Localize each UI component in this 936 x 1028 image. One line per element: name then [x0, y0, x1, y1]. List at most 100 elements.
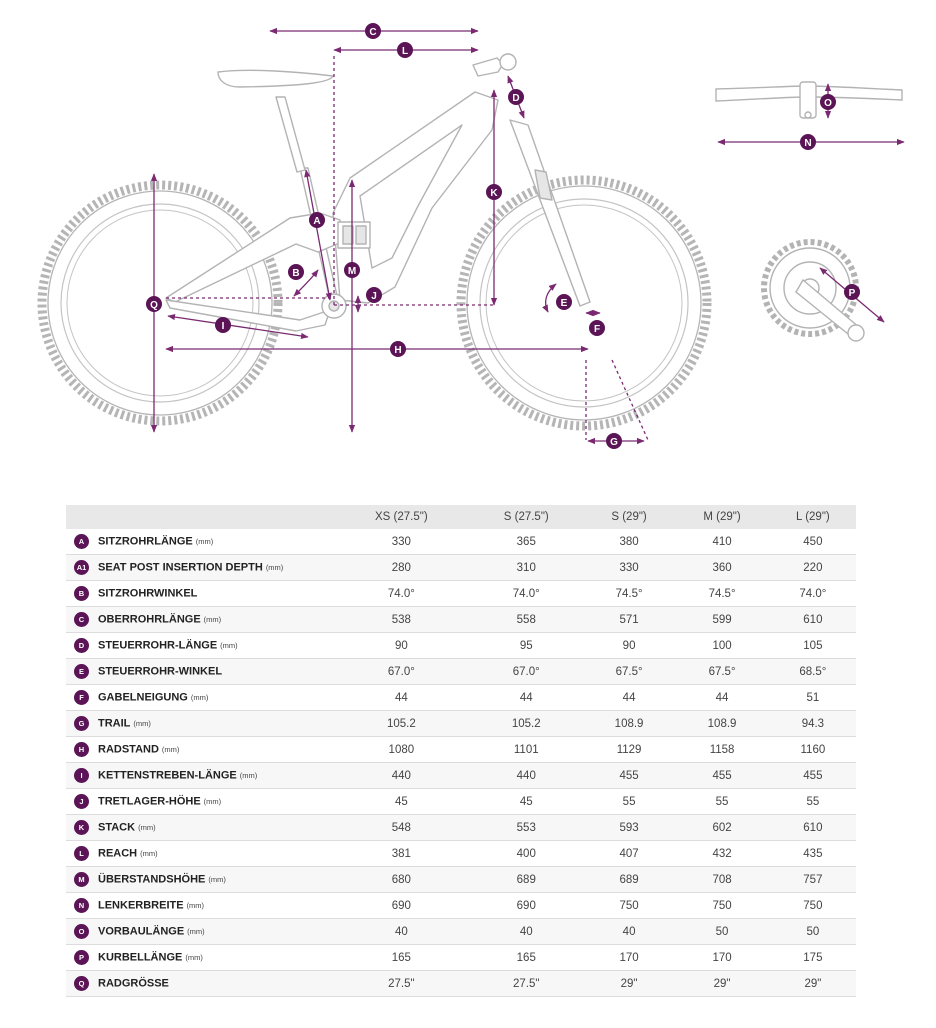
handlebar-top-view: [715, 81, 903, 119]
svg-text:C: C: [369, 27, 376, 38]
measurement-code-badge: O: [74, 924, 89, 939]
value-cell: 51: [769, 684, 856, 711]
value-cell: 432: [674, 840, 770, 867]
measurement-name: RADSTAND: [98, 743, 159, 756]
row-label-cell: Q RADGRÖSSE: [66, 970, 334, 997]
value-cell: 1158: [674, 736, 770, 763]
value-cell: 165: [468, 944, 584, 971]
value-cell: 55: [674, 788, 770, 815]
value-cell: 165: [334, 944, 469, 971]
measurement-name: ÜBERSTANDSHÖHE: [98, 873, 206, 886]
marker-i: I: [215, 317, 231, 333]
measurement-code-badge: M: [74, 872, 89, 887]
value-cell: 690: [334, 892, 469, 919]
row-label-cell: F GABELNEIGUNG (mm): [66, 684, 334, 711]
measurement-code-badge: D: [74, 638, 89, 653]
value-cell: 310: [468, 554, 584, 581]
measurement-name: TRAIL: [98, 717, 131, 730]
table-row: E STEUERROHR-WINKEL 67.0° 67.0° 67.5° 67.5° 68…: [66, 658, 856, 685]
measurement-name: KURBELLÄNGE: [98, 951, 183, 964]
measurement-code-badge: A: [74, 534, 89, 549]
measurement-code-badge: G: [74, 716, 89, 731]
table-header-size: XS (27.5"): [334, 505, 469, 529]
table-row: I KETTENSTREBEN-LÄNGE (mm) 440 440 455 455 455: [66, 762, 856, 789]
value-cell: 610: [769, 814, 856, 841]
marker-n: N: [800, 134, 816, 150]
value-cell: 67.0°: [334, 658, 469, 685]
measurement-unit: (mm): [220, 641, 238, 650]
measurement-unit: (mm): [133, 719, 151, 728]
measurement-name: GABELNEIGUNG: [98, 691, 188, 704]
guide-g-steering: [611, 359, 649, 441]
measurement-name: SEAT POST INSERTION DEPTH: [98, 561, 263, 574]
value-cell: 100: [674, 632, 770, 659]
table-row: O VORBAULÄNGE (mm) 40 40 40 50 50: [66, 918, 856, 945]
marker-a: A: [309, 212, 325, 228]
svg-text:I: I: [222, 321, 225, 332]
value-cell: 95: [468, 632, 584, 659]
value-cell: 330: [583, 554, 675, 581]
svg-text:J: J: [371, 291, 377, 302]
measurement-code-badge: H: [74, 742, 89, 757]
value-cell: 1129: [583, 736, 675, 763]
table-row: D STEUERROHR-LÄNGE (mm) 90 95 90 100 105: [66, 632, 856, 659]
measurement-code-badge: C: [74, 612, 89, 627]
value-cell: 67.5°: [583, 658, 675, 685]
value-cell: 170: [674, 944, 770, 971]
measurement-code-badge: L: [74, 846, 89, 861]
marker-g: G: [606, 433, 622, 449]
row-label-cell: A1 SEAT POST INSERTION DEPTH (mm): [66, 554, 334, 581]
value-cell: 593: [583, 814, 675, 841]
table-row: M ÜBERSTANDSHÖHE (mm) 680 689 689 708 757: [66, 866, 856, 893]
measurement-name: STACK: [98, 821, 136, 834]
value-cell: 1080: [334, 736, 469, 763]
value-cell: 29": [674, 970, 770, 997]
value-cell: 44: [674, 684, 770, 711]
measurement-code-badge: B: [74, 586, 89, 601]
table-row: C OBERROHRLÄNGE (mm) 538 558 571 599 610: [66, 606, 856, 633]
dim-line-i: [167, 313, 309, 340]
marker-h: H: [390, 341, 406, 357]
row-label-cell: P KURBELLÄNGE (mm): [66, 944, 334, 971]
table-row: B SITZROHRWINKEL 74.0° 74.0° 74.5° 74.5° 74.0°: [66, 580, 856, 607]
value-cell: 599: [674, 606, 770, 633]
value-cell: 280: [334, 554, 469, 581]
value-cell: 330: [334, 529, 469, 555]
row-label-cell: N LENKERBREITE (mm): [66, 892, 334, 919]
measurement-unit: (mm): [195, 537, 214, 546]
measurement-code-badge: I: [74, 768, 89, 783]
value-cell: 29": [583, 970, 675, 997]
dim-arc-b: [293, 269, 319, 297]
marker-c: C: [365, 23, 381, 39]
measurement-code-badge: K: [74, 820, 89, 835]
row-label-cell: I KETTENSTREBEN-LÄNGE (mm): [66, 762, 334, 789]
table-row: H RADSTAND (mm) 1080 1101 1129 1158 1160: [66, 736, 856, 763]
marker-d: D: [508, 89, 524, 105]
measurement-code-badge: Q: [74, 976, 89, 991]
value-cell: 45: [468, 788, 584, 815]
value-cell: 690: [468, 892, 584, 919]
row-label-cell: B SITZROHRWINKEL: [66, 580, 334, 607]
value-cell: 50: [769, 918, 856, 945]
svg-text:A: A: [313, 216, 320, 227]
marker-f: F: [589, 320, 605, 336]
value-cell: 380: [583, 529, 675, 555]
svg-text:F: F: [594, 324, 600, 335]
marker-k: K: [486, 184, 502, 200]
measurement-name: SITZROHRWINKEL: [98, 587, 198, 600]
value-cell: 27.5": [468, 970, 584, 997]
table-row: A SITZROHRLÄNGE (mm) 330 365 380 410 450: [66, 529, 856, 555]
rear-wheel: [37, 180, 283, 426]
front-wheel: [456, 175, 712, 431]
marker-j: J: [366, 287, 382, 303]
value-cell: 360: [674, 554, 770, 581]
value-cell: 105: [769, 632, 856, 659]
value-cell: 55: [769, 788, 856, 815]
value-cell: 175: [769, 944, 856, 971]
marker-p: P: [844, 284, 860, 300]
value-cell: 440: [468, 762, 584, 789]
value-cell: 68.5°: [769, 658, 856, 685]
bike-geometry-diagram: C L D K A B M J Q I H E F G O N P: [37, 23, 905, 449]
value-cell: 105.2: [334, 710, 469, 737]
value-cell: 381: [334, 840, 469, 867]
